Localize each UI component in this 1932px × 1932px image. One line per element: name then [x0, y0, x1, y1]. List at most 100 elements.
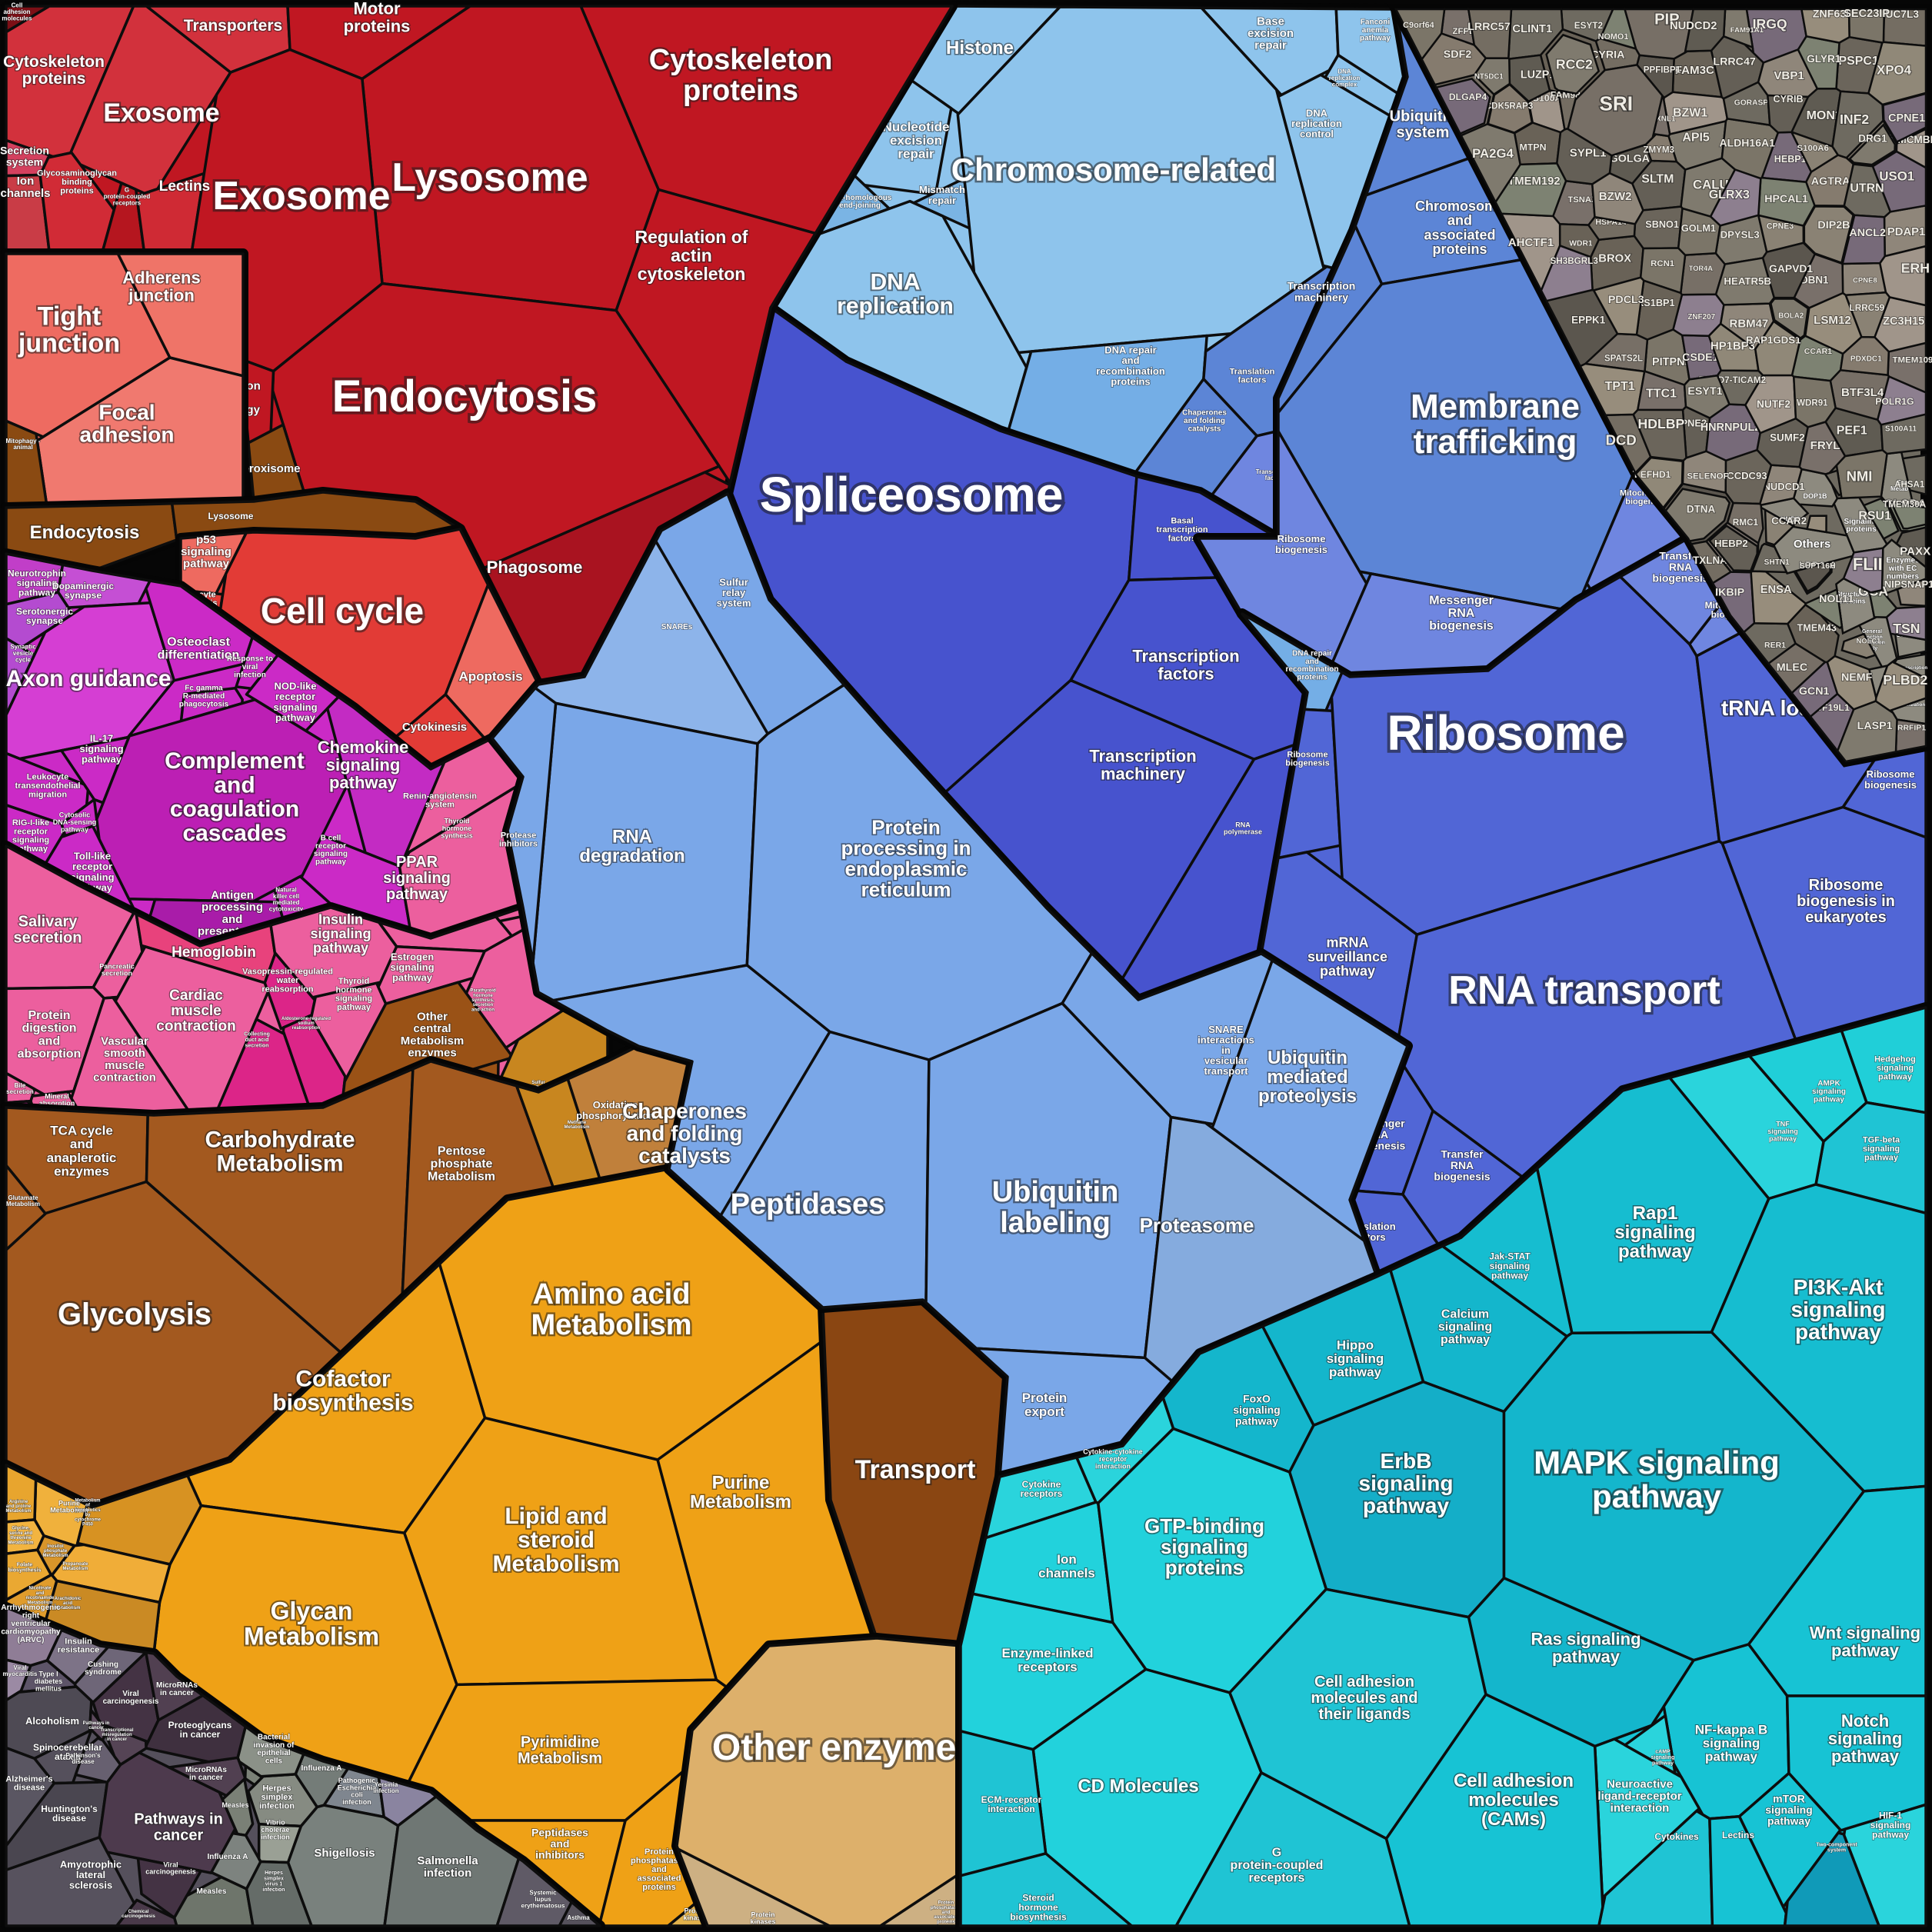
cell-shtn1	[1750, 542, 1788, 574]
cell-rcc2	[1545, 33, 1601, 95]
cell-label-chromosome-and-associated-proteins: Chromosome and associated proteins	[1415, 198, 1504, 257]
cell-label-dna-replication-control: DNA replication control	[1291, 107, 1342, 139]
cell-label-sypl1: SYPL1	[1570, 147, 1607, 160]
cell-label-rig-i-like-receptor-signaling-pathway: RIG-I-like receptor signaling pathway	[12, 818, 49, 854]
cell-label-protein-processing-in-endoplasmic-reticulum: Protein processing in endoplasmic reticulum	[841, 815, 971, 901]
cell-label-endocytosis: Endocytosis	[332, 371, 598, 421]
cell-label-ampk-signaling-pathway: AMPK signaling pathway	[1812, 1080, 1846, 1104]
cell-label-pancreatic-secretion: Pancreatic secretion	[99, 962, 135, 977]
cell-label-tnf-signaling-pathway: TNF signaling pathway	[1767, 1121, 1798, 1143]
cell-label-insulin-resistance: Insulin resistance	[58, 1637, 99, 1654]
cell-label-tca-cycle-and-anaplerotic-enzymes: TCA cycle and anaplerotic enzymes	[47, 1123, 117, 1178]
cell-label-rna-transport: RNA transport	[1448, 968, 1720, 1013]
cell-label-structural-proteins: Structural proteins	[1836, 590, 1869, 605]
cell-label-nomo1: NOMO1	[1598, 32, 1629, 42]
cell-label-messenger-rna-biogenesis: Messenger RNA biogenesis	[1429, 594, 1494, 632]
cell-label-two-component-system: Two-component system	[1816, 1842, 1857, 1853]
cell-label-viral-carcinogenesis: Viral carcinogenesis	[145, 1860, 196, 1875]
cell-cdk5rap3	[1487, 83, 1534, 134]
cell-label-membrane-trafficking: Membrane trafficking	[1411, 388, 1580, 461]
cell-label-wdr91: WDR91	[1797, 399, 1828, 408]
cell-label-znf638: ZNF638	[1813, 8, 1853, 21]
cell-label-nemf: NEMF	[1841, 671, 1873, 684]
cell-label-rsu1: RSU1	[1858, 510, 1891, 523]
cell-label-asthma: Asthma	[567, 1914, 590, 1921]
cell-label-spinocerebellar-ataxia: Spinocerebellar ataxia	[33, 1742, 102, 1762]
cell-lasp1	[1836, 700, 1898, 763]
cell-label-carbohydrate-metabolism: Carbohydrate Metabolism	[205, 1127, 355, 1176]
cell-label-csde1: CSDE1	[1682, 351, 1719, 364]
cell-steroid-hormone-biosynthesis	[959, 1852, 1133, 1927]
cell-label-hnrnpul2: HNRNPUL2	[1700, 421, 1761, 434]
cell-label-cytokine-receptors: Cytokine receptors	[1021, 1479, 1063, 1499]
cell-label-arginine-and-proline-metabolism: Arginine and proline Metabolism	[5, 1500, 31, 1514]
cell-label-utrn: UTRN	[1850, 182, 1884, 195]
cell-label-nudcd1: NUDCD1	[1764, 481, 1805, 492]
cell-label-herpes-simplex-virus-1-infection: Herpes simplex virus 1 infection	[262, 1870, 285, 1893]
cell-label-parathyroid-hormone-synthesis-secretion-and-action: Parathyroid hormone synthesis, secretion and…	[470, 989, 496, 1013]
cell-label-huntington-s-disease: Huntington's disease	[41, 1804, 98, 1824]
cell-label-transcription-machinery: Transcription machinery	[1287, 280, 1356, 304]
cell-flii	[1842, 547, 1884, 594]
cell-label-protein-phosphatases-and-associated-proteins: Protein phosphatases and associated proteins	[931, 1901, 962, 1925]
cell-label-esyt2: ESYT2	[1574, 21, 1604, 31]
cell-label-nolc1: NOLC1	[1857, 637, 1881, 645]
cell-label-transfer-rna-biogenesis: Transfer RNA biogenesis	[1652, 549, 1708, 584]
cell-rap1gds1	[1754, 320, 1802, 377]
cell-snare-interactions-in-vesicular-transport	[1061, 951, 1274, 1126]
cell-label-gcn1: GCN1	[1799, 685, 1830, 698]
cell-label-calu: CALU	[1693, 178, 1729, 192]
cell-label-sumf2: SUMF2	[1770, 432, 1805, 444]
cell-label-amino-acid-metabolism: Amino acid Metabolism	[531, 1278, 691, 1341]
sector-protein-mosaic: Others Signaling proteins Enzymes with EC num…	[1387, 3, 1932, 768]
cell-label-cushing-syndrome: Cushing syndrome	[85, 1661, 122, 1677]
cell-label-salivary-secretion: Salivary secretion	[14, 914, 82, 947]
cell-label-ppar-signaling-pathway: PPAR signaling pathway	[383, 854, 451, 903]
cell-label-foxo-signaling-pathway: FoxO signaling pathway	[1233, 1392, 1280, 1427]
cell-ahsa1	[1901, 454, 1927, 496]
cell-label-influenza-a: Influenza A	[208, 1853, 248, 1861]
cell-label-luzp1: LUZP1	[1521, 69, 1556, 82]
cell-nolc1	[1840, 632, 1877, 659]
cell-label-hemoglobin: Hemoglobin	[172, 944, 256, 961]
cell-label-ikbip: IKBIP	[1715, 587, 1745, 599]
cell-label-gorasp2: GORASP2	[1734, 98, 1773, 107]
cell-label-luc7l3: LUC7L3	[1879, 8, 1919, 20]
cell-label-spliceosome: Spliceosome	[760, 467, 1064, 522]
cell-label-antigen-processing-and-presentation: Antigenprocessingandpresentation	[198, 889, 267, 938]
cell-label-selenof: SELENOF	[1687, 472, 1728, 481]
cell-label-dcd: DCD	[1606, 431, 1637, 448]
cell-nomo1	[1598, 8, 1637, 51]
cell-label-sdf2: SDF2	[1444, 48, 1472, 61]
cell-label-osteoclast-differentiation: Osteoclast differentiation	[158, 636, 240, 662]
cell-sub1	[1806, 515, 1827, 534]
cell-label-golga3: GOLGA3	[1610, 152, 1656, 165]
cell-label-gtp-binding-signaling-proteins: GTP-binding signaling proteins	[1144, 1514, 1264, 1579]
cell-protein-kinases	[676, 1847, 831, 1927]
cell-label-rbm47: RBM47	[1730, 318, 1769, 331]
cell-label-exosome: Exosome	[103, 98, 219, 128]
cell-label-ensa: ENSA	[1760, 584, 1792, 596]
cell-label-mitophagy-animal: Mitophagy -animal	[6, 438, 41, 451]
cell-label-enzymes-with-ec-numbers: Enzymes with EC numbers	[1886, 557, 1920, 581]
sector-diseases: Arrhythmogenic right ventricular cardiomyop…	[1, 1602, 605, 1931]
cell-efhd1	[1634, 456, 1684, 510]
cell-label-inositol-phosphate-metabolism: Inositol phosphate Metabolism	[42, 1544, 68, 1558]
cell-label-clint1: CLINT1	[1512, 23, 1552, 35]
cell-label-nmi: NMI	[1847, 468, 1873, 484]
cell-label-sbno1: SBNO1	[1645, 219, 1679, 230]
cell-label-steroid-hormone-biosynthesis: Steroid hormone biosynthesis	[1010, 1893, 1067, 1923]
cell-label-irgq: IRGQ	[1753, 16, 1787, 32]
cell-label-tmem30a: TMEM30A	[1883, 499, 1927, 509]
cell-label-alzheimer-s-disease: Alzheimer's disease	[5, 1774, 52, 1792]
cell-label-cell-adhesion-molecules-and-their-ligands: Cell adhesion molecules and their ligands	[1311, 1674, 1418, 1723]
cell-golm1	[1677, 207, 1721, 256]
cell-label-complement-and-coagulation-cascades: Complement and coagulation cascades	[165, 748, 305, 846]
cell-inf2	[1831, 90, 1884, 159]
cell-ccar2	[1764, 508, 1795, 546]
cell-cyrib	[1767, 94, 1810, 134]
